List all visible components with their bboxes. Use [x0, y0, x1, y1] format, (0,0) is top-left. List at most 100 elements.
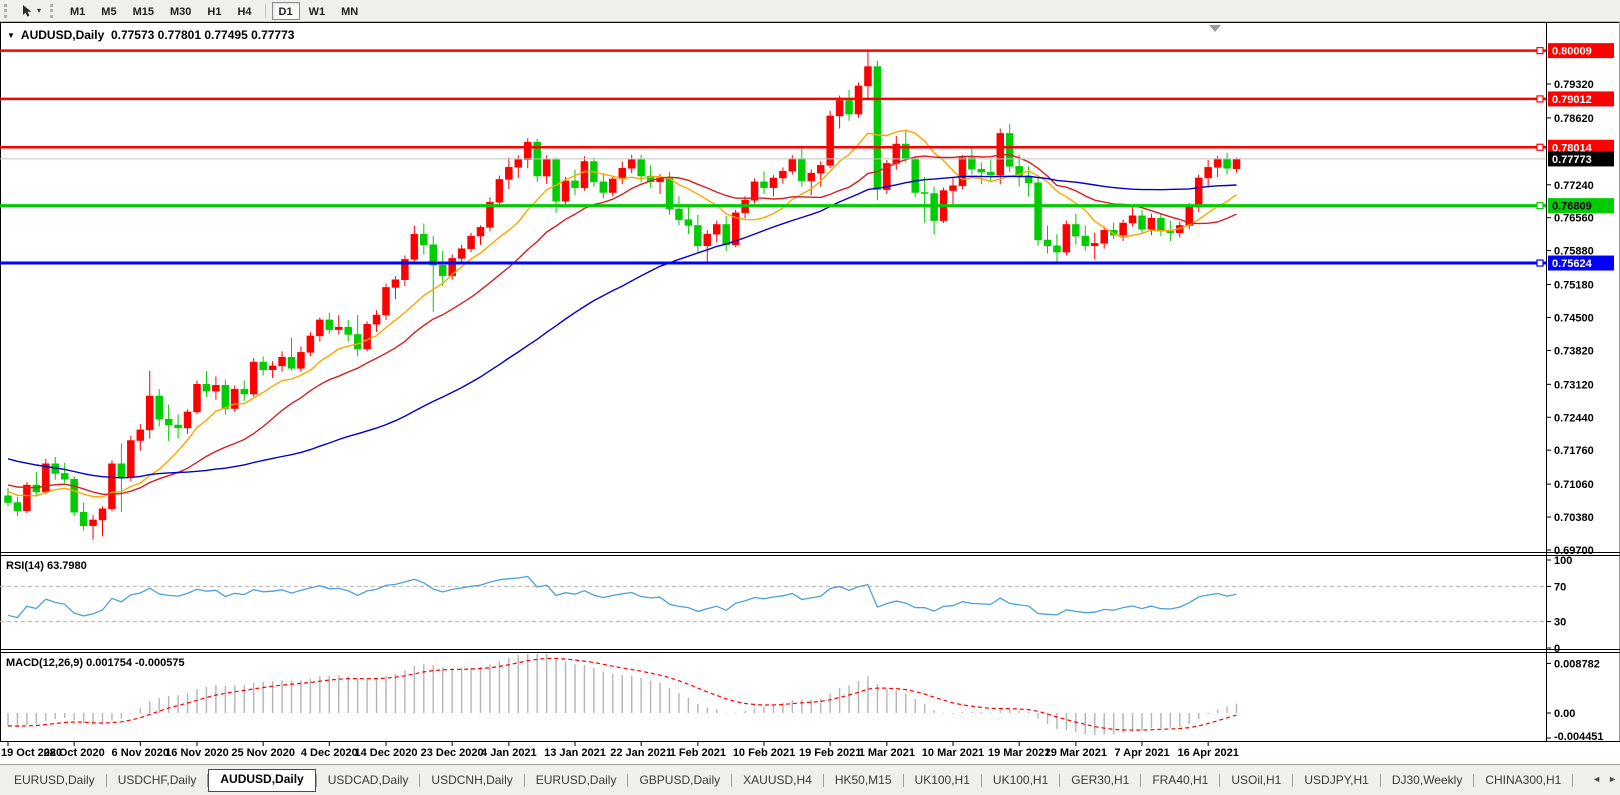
svg-text:22 Jan 2021: 22 Jan 2021 [610, 747, 672, 759]
tab-DJ30-Weekly[interactable]: DJ30,Weekly [1391, 773, 1463, 787]
rsi-indicator-label: RSI(14) 63.7980 [6, 560, 87, 572]
svg-text:13 Jan 2021: 13 Jan 2021 [544, 747, 606, 759]
toolbar-separator [264, 3, 266, 18]
main-price-pane [4, 50, 1241, 540]
svg-text:28 Oct 2020: 28 Oct 2020 [44, 747, 105, 759]
tab-separator [627, 773, 629, 787]
chart-shift [1209, 25, 1221, 32]
svg-text:6 Nov 2020: 6 Nov 2020 [112, 747, 169, 759]
timeframe-button-H4[interactable]: H4 [230, 2, 258, 20]
tab-FRA40-H1[interactable]: FRA40,H1 [1152, 773, 1209, 787]
horizontal-level-lines [0, 49, 1546, 265]
cursor-tool-button[interactable]: ▾ [16, 2, 46, 20]
timeframe-button-M5[interactable]: M5 [94, 2, 123, 20]
tab-UK100-H1[interactable]: UK100,H1 [992, 773, 1049, 787]
ma-50-line [7, 175, 1237, 479]
tab-EURUSD-Daily[interactable]: EURUSD,Daily [535, 773, 617, 787]
tab-EURUSD-Daily[interactable]: EURUSD,Daily [14, 773, 95, 787]
tab-separator [980, 773, 982, 787]
price-axis: 0.79320 0.78620 0.77240 0.76560 0.75880 0.751… [1536, 43, 1614, 557]
level-line-handle [1536, 95, 1544, 103]
tab-separator [315, 773, 317, 787]
svg-text:19 Mar 2021: 19 Mar 2021 [988, 747, 1050, 759]
timeframe-button-W1[interactable]: W1 [302, 2, 333, 20]
svg-text:0.72440: 0.72440 [1554, 412, 1594, 424]
tab-separator [207, 773, 209, 787]
svg-text:70: 70 [1554, 581, 1566, 593]
svg-text:30: 30 [1554, 617, 1566, 629]
tab-scroll-left-icon[interactable]: ◄ [1592, 774, 1602, 784]
tab-USDCAD-Daily[interactable]: USDCAD,Daily [327, 773, 409, 787]
macd-indicator-label: MACD(12,26,9) 0.001754 -0.000575 [6, 657, 185, 669]
tab-separator [1219, 773, 1221, 787]
timeframe-button-M15[interactable]: M15 [126, 2, 161, 20]
tab-scroll-right-icon[interactable]: ► [1608, 774, 1617, 784]
level-line-handle [1536, 202, 1544, 210]
tab-U[interactable]: U [1573, 770, 1583, 790]
svg-text:0.79320: 0.79320 [1554, 79, 1594, 91]
macd-histogram [7, 654, 1238, 736]
cursor-icon [23, 4, 32, 17]
price-chart-canvas[interactable]: 0.79320 0.78620 0.77240 0.76560 0.75880 0.751… [0, 22, 1620, 764]
svg-text:-0.004451: -0.004451 [1554, 731, 1604, 743]
timeframe-button-M1[interactable]: M1 [63, 2, 92, 20]
tab-separator [1572, 773, 1574, 787]
chart-tab-bar: EURUSD,Daily USDCHF,Daily AUDUSD,Daily USDC… [0, 764, 1620, 795]
svg-text:14 Dec 2020: 14 Dec 2020 [355, 747, 418, 759]
svg-text:16 Apr 2021: 16 Apr 2021 [1177, 747, 1238, 759]
tab-CHINA300-H1[interactable]: CHINA300,H1 [1485, 773, 1562, 787]
tab-separator [1059, 773, 1061, 787]
chart-title-text: AUDUSD,Daily 0.77573 0.77801 0.77495 0.7… [20, 28, 295, 42]
ma-20-line [7, 153, 1237, 496]
svg-text:25 Nov 2020: 25 Nov 2020 [231, 747, 295, 759]
svg-text:0.75880: 0.75880 [1554, 246, 1594, 258]
chart-window: 0.79320 0.78620 0.77240 0.76560 0.75880 0.751… [0, 22, 1620, 764]
tab-USDCHF-Daily[interactable]: USDCHF,Daily [117, 773, 197, 787]
svg-text:0.73820: 0.73820 [1554, 345, 1594, 357]
timeframe-button-D1[interactable]: D1 [271, 1, 300, 20]
svg-text:19 Feb 2021: 19 Feb 2021 [799, 747, 861, 759]
toolbar-drag-grip[interactable] [4, 3, 11, 18]
tab-USDJPY-H1[interactable]: USDJPY,H1 [1304, 773, 1369, 787]
timeframe-button-M30[interactable]: M30 [163, 2, 198, 20]
svg-text:0.80009: 0.80009 [1552, 46, 1592, 58]
pane-borders [0, 22, 1620, 742]
macd-pane: 0.008782 0.00 -0.004451 [7, 654, 1604, 743]
tab-separator [822, 773, 824, 787]
tab-GBPUSD-Daily[interactable]: GBPUSD,Daily [639, 773, 721, 787]
svg-text:0.70380: 0.70380 [1554, 512, 1594, 524]
svg-text:16 Nov 2020: 16 Nov 2020 [165, 747, 229, 759]
tab-separator [419, 773, 421, 787]
tab-XAUUSD-H4[interactable]: XAUUSD,H4 [743, 773, 812, 787]
tab-AUDUSD-Daily[interactable]: AUDUSD,Daily [208, 768, 316, 792]
tab-USDCNH-Daily[interactable]: USDCNH,Daily [431, 773, 513, 787]
tab-USOil-H1[interactable]: USOil,H1 [1231, 773, 1282, 787]
svg-text:1 Mar 2021: 1 Mar 2021 [859, 747, 915, 759]
svg-text:0.75180: 0.75180 [1554, 280, 1594, 292]
tab-UK100-H1[interactable]: UK100,H1 [914, 773, 970, 787]
svg-text:0.74500: 0.74500 [1554, 312, 1594, 324]
svg-text:0.78620: 0.78620 [1554, 113, 1594, 125]
svg-text:4 Dec 2020: 4 Dec 2020 [301, 747, 358, 759]
tab-HK50-M15[interactable]: HK50,M15 [834, 773, 892, 787]
timeframe-button-H1[interactable]: H1 [200, 2, 228, 20]
svg-text:10 Mar 2021: 10 Mar 2021 [922, 747, 984, 759]
candles-layer [4, 50, 1241, 540]
symbol-dropdown-icon[interactable]: ▼ [7, 30, 15, 40]
moving-averages-layer [7, 129, 1237, 498]
svg-text:23 Dec 2020: 23 Dec 2020 [421, 747, 484, 759]
tab-separator [1379, 773, 1381, 787]
toolbar-section-grip[interactable] [50, 3, 57, 18]
svg-text:0.75624: 0.75624 [1552, 258, 1593, 270]
svg-text:0.78014: 0.78014 [1552, 142, 1593, 154]
svg-text:0.71760: 0.71760 [1554, 445, 1594, 457]
svg-text:7 Apr 2021: 7 Apr 2021 [1114, 747, 1169, 759]
timeframe-button-MN[interactable]: MN [334, 2, 365, 20]
svg-text:0.76560: 0.76560 [1554, 213, 1594, 225]
svg-text:19 Oct 2020: 19 Oct 2020 [1, 747, 62, 759]
svg-text:1 Feb 2021: 1 Feb 2021 [670, 747, 726, 759]
tab-GER30-H1[interactable]: GER30,H1 [1071, 773, 1130, 787]
svg-text:0.79012: 0.79012 [1552, 94, 1592, 106]
tab-separator [523, 773, 525, 787]
chart-tabs: EURUSD,Daily USDCHF,Daily AUDUSD,Daily USDC… [0, 765, 1583, 795]
